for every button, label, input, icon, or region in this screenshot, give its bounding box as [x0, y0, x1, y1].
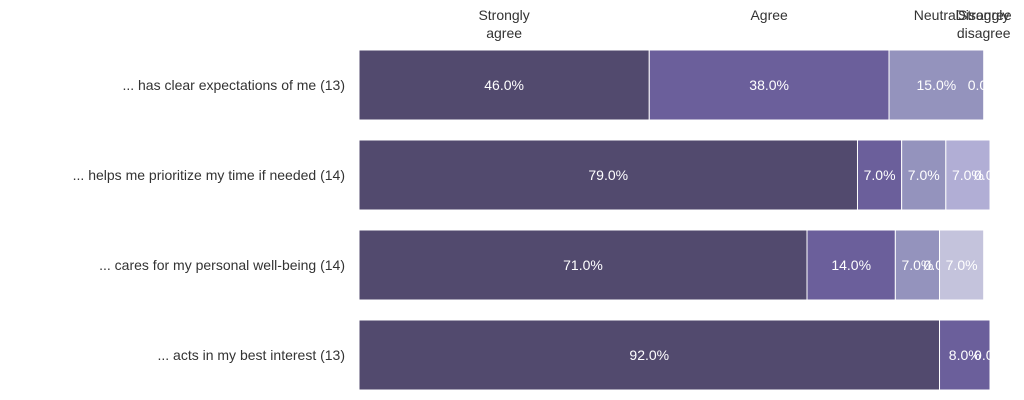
data-label: 7.0% [952, 167, 984, 183]
category-label: ... has clear expectations of me (13) [122, 77, 345, 93]
chart-row: ... acts in my best interest (13) 92.0% 8.… [157, 319, 1006, 391]
bar-segment-strongly-agree [358, 319, 941, 391]
bar-segment-strongly-disagree [939, 229, 985, 301]
chart-row: ... cares for my personal well-being (14… [99, 229, 985, 301]
chart-row: ... has clear expectations of me (13) 46.… [122, 49, 1000, 121]
data-label: 15.0% [917, 77, 957, 93]
data-label: 0.0% [974, 347, 1006, 363]
column-header-neutral: Neutral [914, 7, 959, 23]
bar-segment-neutral [888, 49, 985, 121]
data-label: 0.0% [968, 77, 1000, 93]
column-header-strongly-agree: Strongly agree [478, 7, 529, 41]
bar-segment-neutral [901, 139, 947, 211]
bar-segment-disagree [945, 139, 991, 211]
chart-row: ... helps me prioritize my time if neede… [73, 139, 1006, 211]
data-label: 7.0% [901, 257, 933, 273]
data-label: 79.0% [588, 167, 628, 183]
column-header-strongly-disagree: Strongly disagree [957, 7, 1011, 41]
bar-segment-agree [648, 49, 890, 121]
data-label: 0.0% [974, 167, 1006, 183]
data-label: 92.0% [629, 347, 669, 363]
data-label: 38.0% [749, 77, 789, 93]
bar-segment-agree [939, 319, 991, 391]
data-label: 46.0% [484, 77, 524, 93]
bar-segment-agree [806, 229, 896, 301]
data-label: 7.0% [946, 257, 978, 273]
data-label: 71.0% [563, 257, 603, 273]
column-headers: Strongly agree Agree NeutralDisagreeStrongl… [478, 7, 1011, 41]
category-label: ... helps me prioritize my time if neede… [73, 167, 345, 183]
bar-segment-strongly-agree [358, 229, 808, 301]
data-label: 7.0% [864, 167, 896, 183]
category-label: ... cares for my personal well-being (14… [99, 257, 345, 273]
chart-rows: ... has clear expectations of me (13) 46.… [73, 49, 1006, 391]
data-label: 8.0% [949, 347, 981, 363]
bar-segment-strongly-agree [358, 139, 858, 211]
category-label: ... acts in my best interest (13) [157, 347, 345, 363]
column-header-agree: Agree [750, 7, 788, 23]
data-label: 14.0% [831, 257, 871, 273]
bar-segment-agree [856, 139, 903, 211]
column-header-disagree: Disagree [956, 7, 1012, 23]
data-label: 7.0% [908, 167, 940, 183]
